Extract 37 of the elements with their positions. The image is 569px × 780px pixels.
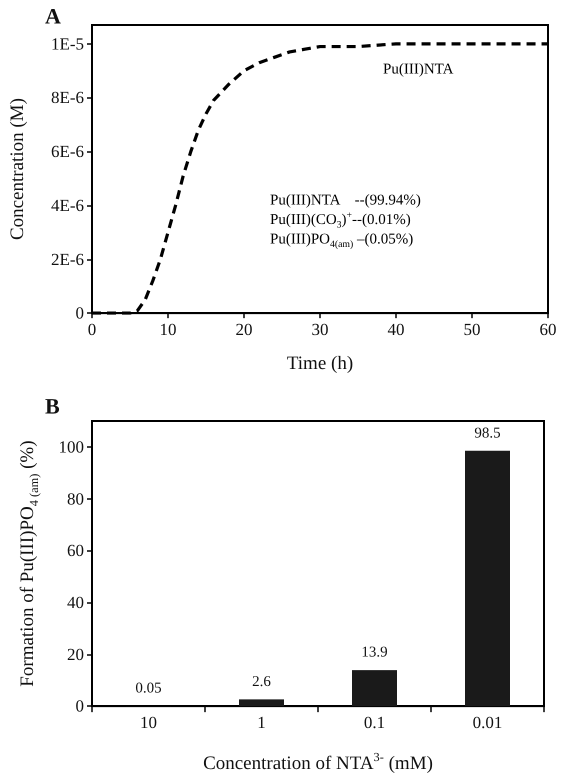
annotation: Pu(III)NTA [383,62,454,78]
x-tick-label: 60 [540,320,556,340]
x-tick-label: 40 [388,320,404,340]
y-tick-label: 0 [76,696,84,716]
x-tick-label: 30 [312,320,328,340]
x-axis-title: Time (h) [286,353,354,374]
x-tick-label: 20 [236,320,252,340]
y-tick-label: 40 [67,592,84,612]
annotation: Pu(III)NTA --(99.94%) [270,192,421,208]
x-tick-label: 10 [160,320,176,340]
data-label: 98.5 [474,425,501,442]
data-label: 0.05 [135,680,162,697]
bar [465,450,510,706]
chart-title: B [45,394,60,418]
x-tick-label: 10 [140,713,157,732]
chart-title: A [45,4,61,28]
y-axis-title: Formation of Pu(III)PO4 (am) (%) [17,440,41,687]
data-label: 13.9 [361,644,388,661]
y-tick-label: 4E-6 [50,196,84,215]
y-tick-label: 6E-6 [50,142,84,162]
y-tick-label: 20 [67,644,84,664]
x-tick-label: 0.01 [472,713,502,732]
bar [352,670,397,706]
y-tick-label: 80 [67,489,84,508]
bar [239,699,284,706]
x-tick-label: 0 [88,320,96,340]
y-tick-label: 60 [67,541,84,560]
y-tick-label: 0 [76,304,84,323]
x-tick-label: 0.1 [364,713,386,732]
y-tick-label: 1E-5 [50,34,84,54]
y-tick-label: 100 [58,437,84,456]
y-axis-title: Concentration (M) [7,98,28,240]
x-tick-label: 1 [257,713,266,732]
y-tick-label: 8E-6 [50,88,84,108]
y-tick-label: 2E-6 [50,250,84,269]
data-label: 2.6 [252,674,272,690]
x-tick-label: 50 [464,320,480,340]
